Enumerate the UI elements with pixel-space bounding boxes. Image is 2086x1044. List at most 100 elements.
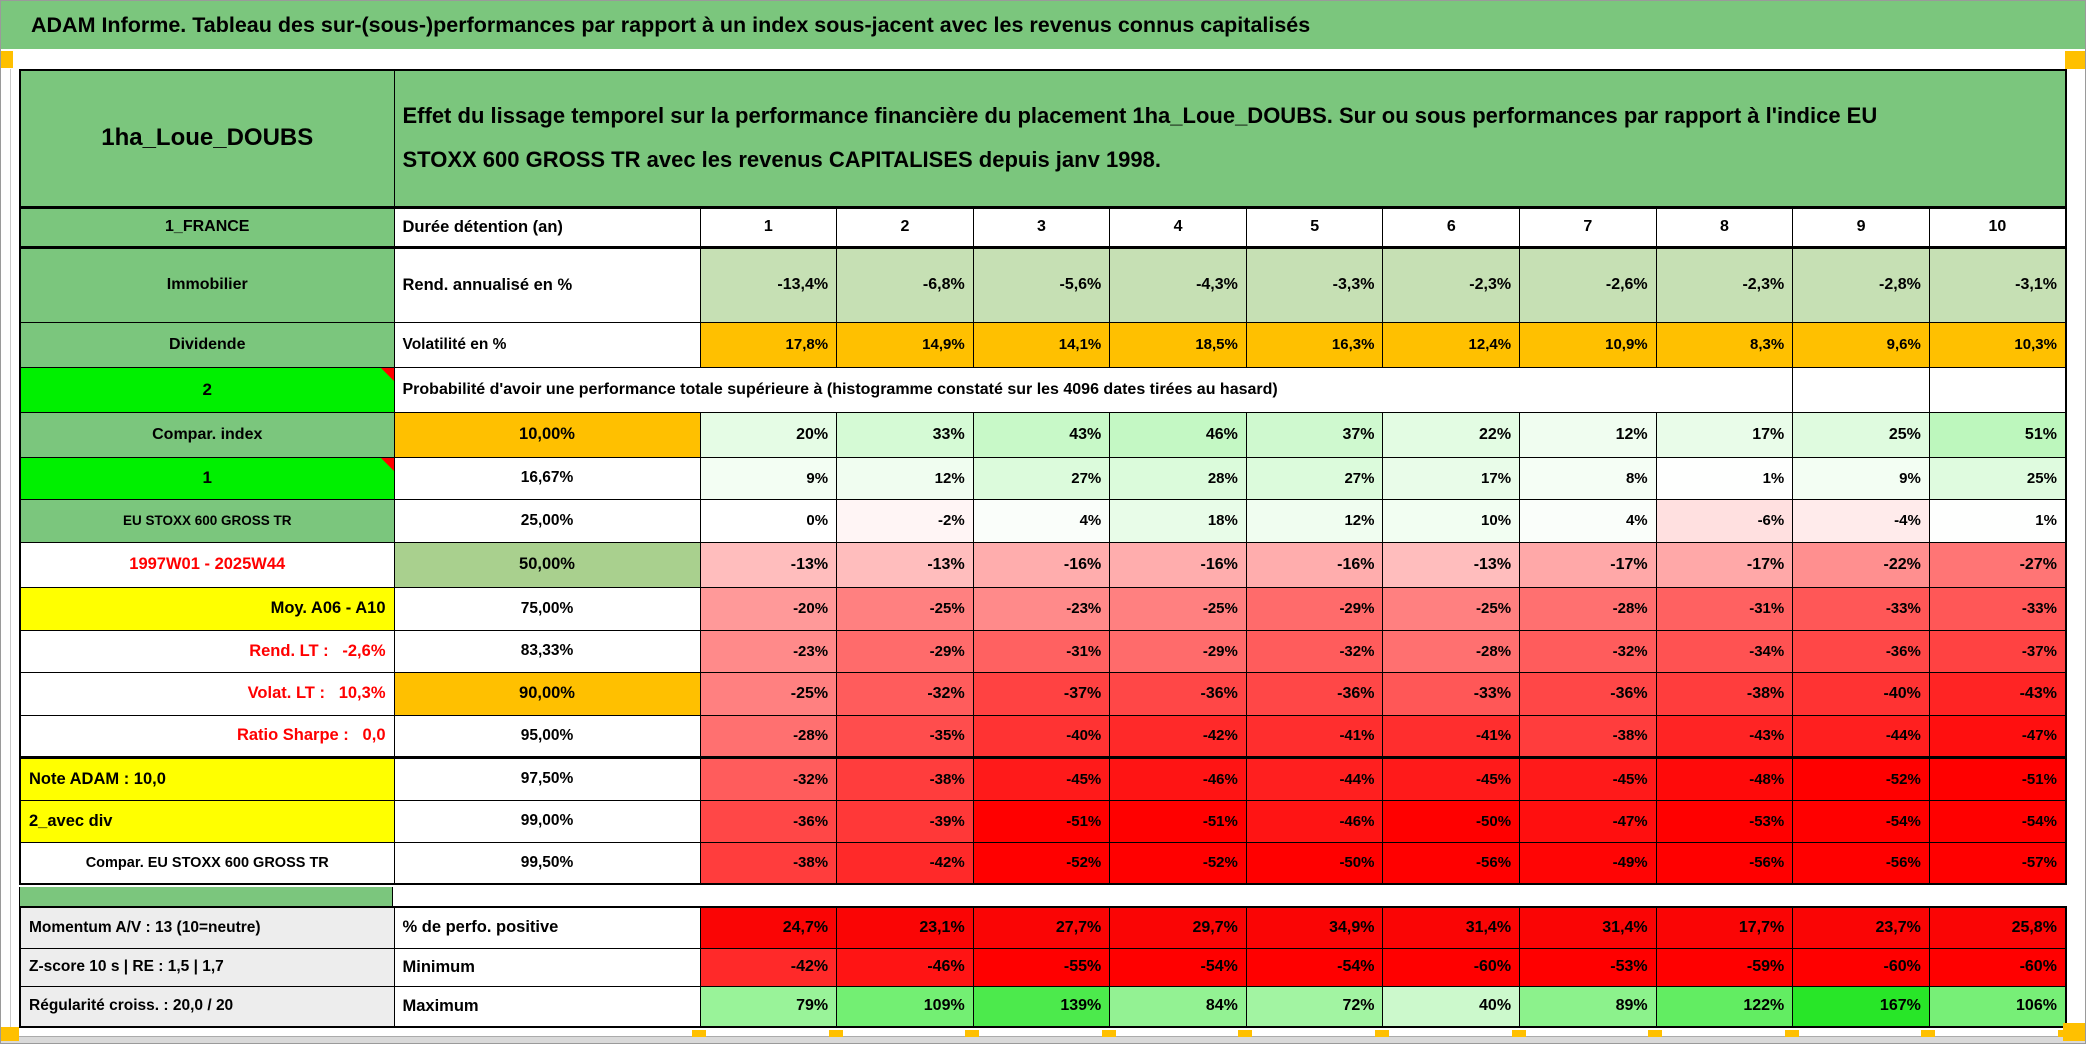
value-cell[interactable]: -60% [1792,947,1930,987]
value-cell[interactable]: -6% [1655,498,1794,543]
value-cell[interactable]: -54% [1245,947,1384,987]
value-cell[interactable]: -3,1% [1928,246,2067,323]
value-cell[interactable]: 27% [972,456,1111,500]
row-label[interactable]: 1 [19,456,395,500]
value-cell[interactable]: -53% [1519,947,1657,987]
value-cell[interactable]: 8% [1519,456,1657,500]
row-label[interactable]: 1997W01 - 2025W44 [19,541,395,588]
value-cell[interactable]: -33% [1928,586,2067,631]
row-label[interactable]: EU STOXX 600 GROSS TR [19,498,395,543]
param-cell[interactable]: 10,00% [393,411,701,458]
value-cell[interactable]: -16% [1245,541,1384,588]
row-label[interactable]: 2 [19,366,395,413]
value-cell[interactable]: 24,7% [699,906,838,949]
value-cell[interactable]: 4 [1109,206,1247,249]
value-cell[interactable]: 4% [972,498,1111,543]
value-cell[interactable]: 25,8% [1928,906,2067,949]
value-cell[interactable]: -54% [1792,799,1930,843]
value-cell[interactable]: 23,1% [836,906,974,949]
value-cell[interactable]: -43% [1655,714,1794,759]
param-cell[interactable]: 50,00% [393,541,701,588]
value-cell[interactable]: 6 [1382,206,1521,249]
value-cell[interactable]: -23% [699,629,838,673]
value-cell[interactable]: -3,3% [1245,246,1384,323]
value-cell[interactable]: -32% [1519,629,1657,673]
value-cell[interactable]: -36% [1245,671,1384,716]
param-cell[interactable]: 99,50% [393,841,701,885]
value-cell[interactable]: 23,7% [1792,906,1930,949]
value-cell[interactable]: 17% [1655,411,1794,458]
value-cell[interactable]: 2 [836,206,974,249]
value-cell[interactable]: -2% [836,498,974,543]
value-cell[interactable]: -42% [836,841,974,885]
value-cell[interactable]: -32% [836,671,974,716]
value-cell[interactable]: -2,3% [1655,246,1794,323]
value-cell[interactable]: -42% [1109,714,1247,759]
param-cell[interactable]: 25,00% [393,498,701,543]
param-cell[interactable]: Volatilité en % [393,321,701,368]
value-cell[interactable]: -4,3% [1109,246,1247,323]
value-cell[interactable]: -37% [972,671,1111,716]
row-label[interactable]: Moy. A06 - A10 [19,586,395,631]
value-cell[interactable]: -16% [1109,541,1247,588]
value-cell[interactable]: -51% [1109,799,1247,843]
value-cell[interactable]: -17% [1519,541,1657,588]
value-cell[interactable]: -27% [1928,541,2067,588]
param-cell[interactable]: 75,00% [393,586,701,631]
value-cell[interactable]: 25% [1928,456,2067,500]
param-cell[interactable]: 90,00% [393,671,701,716]
value-cell[interactable]: -36% [1109,671,1247,716]
value-cell[interactable]: -28% [1519,586,1657,631]
value-cell[interactable]: 12% [836,456,974,500]
value-cell[interactable]: -16% [972,541,1111,588]
value-cell[interactable]: 51% [1928,411,2067,458]
row-label[interactable]: Volat. LT : 10,3% [19,671,395,716]
row-label[interactable]: Rend. LT : -2,6% [19,629,395,673]
value-cell[interactable]: -28% [699,714,838,759]
value-cell[interactable]: -40% [972,714,1111,759]
sheet-title-bar[interactable]: ADAM Informe. Tableau des sur-(sous-)per… [1,1,2085,49]
param-cell[interactable]: Minimum [393,947,701,987]
value-cell[interactable]: -29% [1245,586,1384,631]
value-cell[interactable]: -29% [836,629,974,673]
value-cell[interactable]: -25% [1382,586,1521,631]
value-cell[interactable]: -54% [1928,799,2067,843]
value-cell[interactable]: 17% [1382,456,1521,500]
value-cell[interactable]: 8,3% [1655,321,1794,368]
value-cell[interactable]: -46% [1109,756,1247,801]
value-cell[interactable]: -56% [1655,841,1794,885]
value-cell[interactable]: -25% [1109,586,1247,631]
value-cell[interactable]: -50% [1382,799,1521,843]
param-cell[interactable]: 99,00% [393,799,701,843]
value-cell[interactable]: 14,9% [836,321,974,368]
value-cell[interactable]: 33% [836,411,974,458]
param-cell[interactable]: 95,00% [393,714,701,759]
value-cell[interactable]: -56% [1382,841,1521,885]
value-cell[interactable]: -60% [1928,947,2067,987]
value-cell[interactable]: -2,6% [1519,246,1657,323]
value-cell[interactable]: 7 [1519,206,1657,249]
value-cell[interactable]: -45% [1519,756,1657,801]
value-cell[interactable]: 16,3% [1245,321,1384,368]
value-cell[interactable]: -33% [1792,586,1930,631]
value-cell[interactable]: 79% [699,985,838,1028]
param-cell[interactable]: 16,67% [393,456,701,500]
value-cell[interactable]: 4% [1519,498,1657,543]
value-cell[interactable]: -52% [1109,841,1247,885]
value-cell[interactable]: -49% [1519,841,1657,885]
param-cell[interactable]: 83,33% [393,629,701,673]
value-cell[interactable]: 31,4% [1519,906,1657,949]
row-label[interactable]: Ratio Sharpe : 0,0 [19,714,395,759]
value-cell[interactable]: 139% [972,985,1111,1028]
value-cell[interactable]: -53% [1655,799,1794,843]
value-cell[interactable]: 40% [1382,985,1521,1028]
value-cell[interactable]: -13,4% [699,246,838,323]
value-cell[interactable]: 72% [1245,985,1384,1028]
value-cell[interactable]: -36% [1519,671,1657,716]
value-cell[interactable]: -51% [1928,756,2067,801]
value-cell[interactable]: 20% [699,411,838,458]
value-cell[interactable]: 3 [972,206,1111,249]
value-cell[interactable]: 1% [1655,456,1794,500]
value-cell[interactable]: 18,5% [1109,321,1247,368]
value-cell[interactable]: -41% [1245,714,1384,759]
